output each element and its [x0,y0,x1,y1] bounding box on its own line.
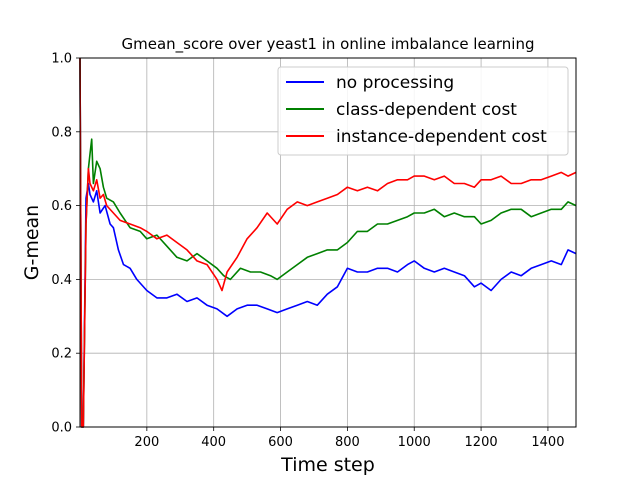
y-tick-label: 0.8 [51,125,72,140]
legend-box [277,66,569,156]
series-line-no-processing [79,57,577,428]
y-axis-title: G-mean [21,205,43,280]
legend: no processing class-dependent cost instanc… [277,66,569,156]
chart-title: Gmean_score over yeast1 in online imbala… [121,35,534,54]
x-tick-label: 1400 [531,435,564,450]
x-axis-title: Time step [280,454,375,476]
x-tick-label: 1000 [398,435,431,450]
series-layer [79,57,577,428]
series-line-instance-dependent-cost [79,57,577,428]
y-tick-label: 1.0 [51,52,72,67]
x-tick-label: 1200 [465,435,498,450]
legend-label: no processing [336,73,454,93]
x-tick-label: 800 [335,435,360,450]
legend-label: class-dependent cost [336,100,517,120]
x-tick-label: 400 [201,435,226,450]
y-tick-label: 0.2 [51,347,72,362]
legend-label: instance-dependent cost [336,127,547,147]
x-tick-label: 600 [268,435,293,450]
y-tick-label: 0.0 [51,421,72,436]
plot-frame [79,57,577,428]
y-tick-label: 0.4 [51,273,72,288]
ticks: 200 400 600 800 1000 1200 1400 0.0 0.2 0.4 0.6 0.8 1… [51,52,564,451]
y-tick-label: 0.6 [51,199,72,214]
series-line-class-dependent-cost [79,57,577,428]
x-tick-label: 200 [134,435,159,450]
